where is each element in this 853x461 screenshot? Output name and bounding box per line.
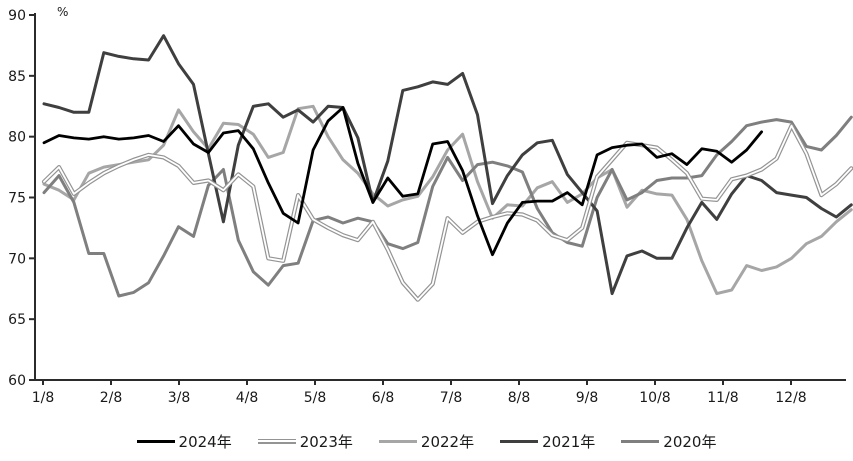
legend-item-2024: 2024年	[136, 431, 232, 452]
chart-canvas: 60 65 70 75 80 85 90 % 1/8 2/8 3/8 4/8 5/8 6/8 7/8 8/8 9…	[8, 5, 853, 406]
x-tick-label: 12/8	[775, 390, 806, 406]
series-line-2024年	[42, 106, 763, 257]
x-tick-label: 2/8	[100, 390, 123, 406]
x-tick-label: 4/8	[236, 390, 259, 406]
legend-label-2022: 2022年	[420, 432, 475, 451]
legend-swatch-2024	[136, 439, 175, 443]
chart-legend: 2024年 2023年 2022年 2021年 2020年	[0, 425, 853, 457]
legend-swatch-2021	[500, 439, 539, 443]
y-tick-label: 75	[8, 191, 26, 207]
y-axis-unit-label: %	[57, 5, 68, 19]
series-line-2022年	[42, 104, 853, 296]
x-tick-label: 3/8	[168, 390, 191, 406]
y-tick-label: 70	[8, 251, 26, 267]
legend-label-2024: 2024年	[178, 432, 232, 451]
x-tick-label: 10/8	[639, 390, 670, 406]
legend-item-2020: 2020年	[621, 431, 716, 452]
x-tick-label: 9/8	[576, 390, 599, 406]
y-tick-label: 65	[8, 312, 26, 328]
x-tick-label: 8/8	[508, 390, 531, 406]
x-tick-label: 1/8	[32, 390, 55, 406]
legend-label-2020: 2020年	[663, 432, 717, 451]
x-tick-label: 6/8	[372, 390, 395, 406]
legend-label-2023: 2023年	[299, 432, 353, 451]
legend-swatch-2023	[257, 438, 296, 444]
y-tick-label: 85	[8, 69, 26, 85]
legend-item-2021: 2021年	[500, 431, 595, 452]
y-tick-label: 80	[8, 130, 26, 146]
series-line-core-2023年	[43, 124, 853, 301]
legend-label-2021: 2021年	[542, 432, 596, 451]
x-tick-label: 5/8	[304, 390, 327, 406]
x-tick-label: 11/8	[707, 390, 738, 406]
y-tick-label: 90	[8, 8, 26, 24]
legend-swatch-2022	[378, 439, 417, 443]
series-line-2021年	[42, 34, 853, 296]
legend-swatch-core	[257, 440, 296, 442]
y-tick-label: 60	[8, 373, 26, 389]
legend-item-2022: 2022年	[378, 431, 475, 452]
legend-item-2023: 2023年	[257, 431, 353, 452]
legend-swatch-2020	[621, 439, 660, 443]
x-tick-label: 7/8	[440, 390, 463, 406]
series-line-2020年	[42, 115, 853, 298]
